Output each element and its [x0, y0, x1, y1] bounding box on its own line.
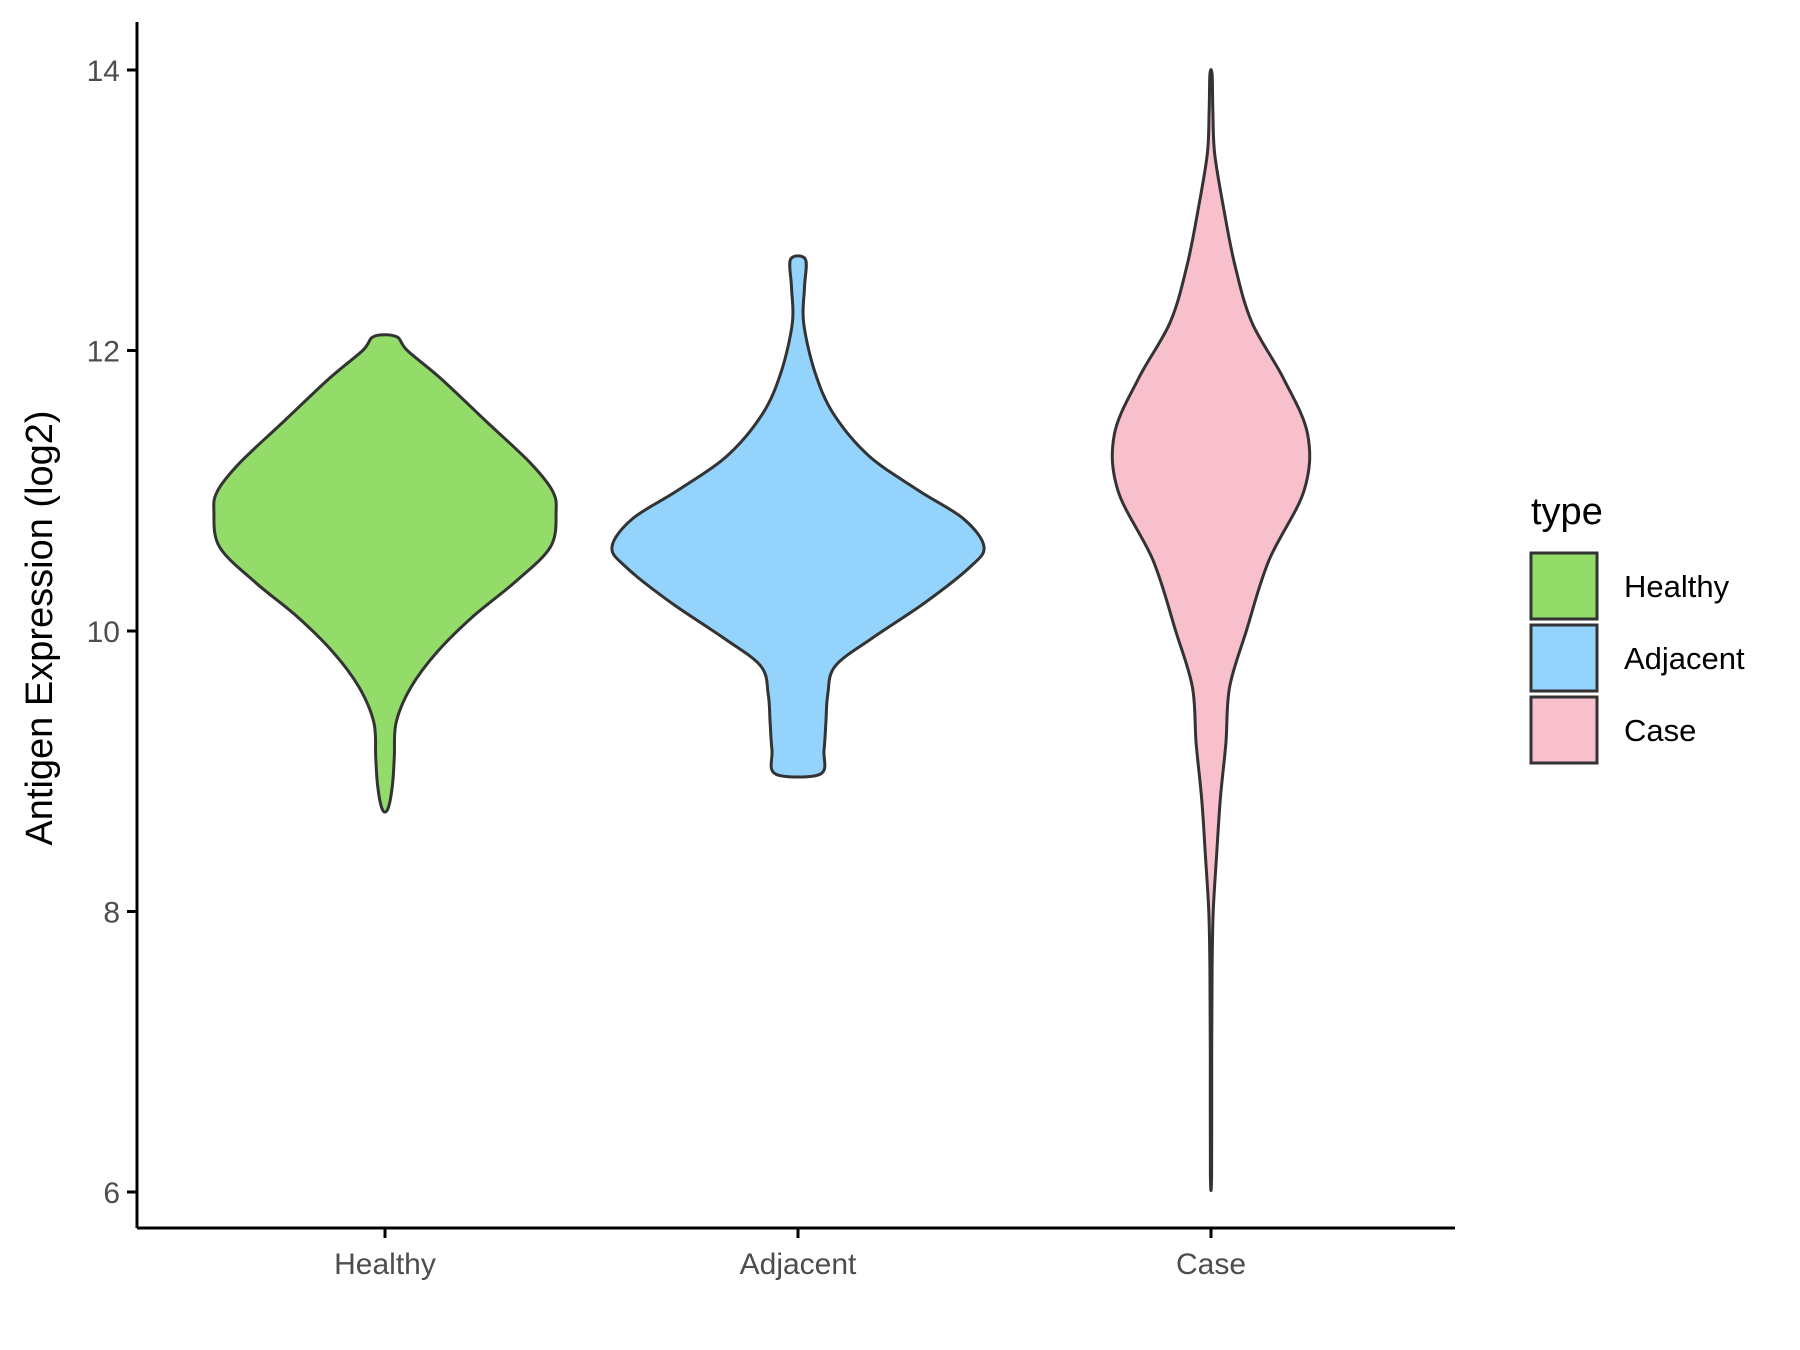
legend: type Healthy Adjacent Case: [1529, 491, 1745, 765]
legend-title: type: [1531, 491, 1603, 533]
y-tick-label: 14: [87, 55, 120, 88]
x-tick-label: Case: [1176, 1248, 1246, 1281]
y-tick-label: 8: [103, 897, 120, 930]
legend-label-case: Case: [1624, 713, 1696, 748]
legend-label-adjacent: Adjacent: [1624, 641, 1745, 676]
x-tick-label: Adjacent: [740, 1248, 857, 1281]
violin-healthy: [212, 333, 558, 814]
legend-label-healthy: Healthy: [1624, 569, 1730, 604]
x-tick-label: Healthy: [334, 1248, 436, 1281]
y-axis-title: Antigen Expression (log2): [19, 410, 61, 845]
x-axis-ticks: Healthy Adjacent Case: [334, 1228, 1246, 1281]
violin-adjacent: [610, 254, 986, 779]
y-axis-ticks: 6 8 10 12 14: [87, 55, 137, 1210]
violin-case: [1110, 67, 1312, 1193]
y-tick-label: 10: [87, 616, 120, 649]
legend-swatch-adjacent: [1529, 623, 1599, 693]
y-tick-label: 6: [103, 1177, 120, 1210]
legend-items: Healthy Adjacent Case: [1529, 551, 1745, 765]
violins-layer: [212, 67, 1312, 1193]
legend-swatch-healthy: [1529, 551, 1599, 621]
y-tick-label: 12: [87, 336, 120, 369]
legend-swatch-case: [1529, 695, 1599, 765]
